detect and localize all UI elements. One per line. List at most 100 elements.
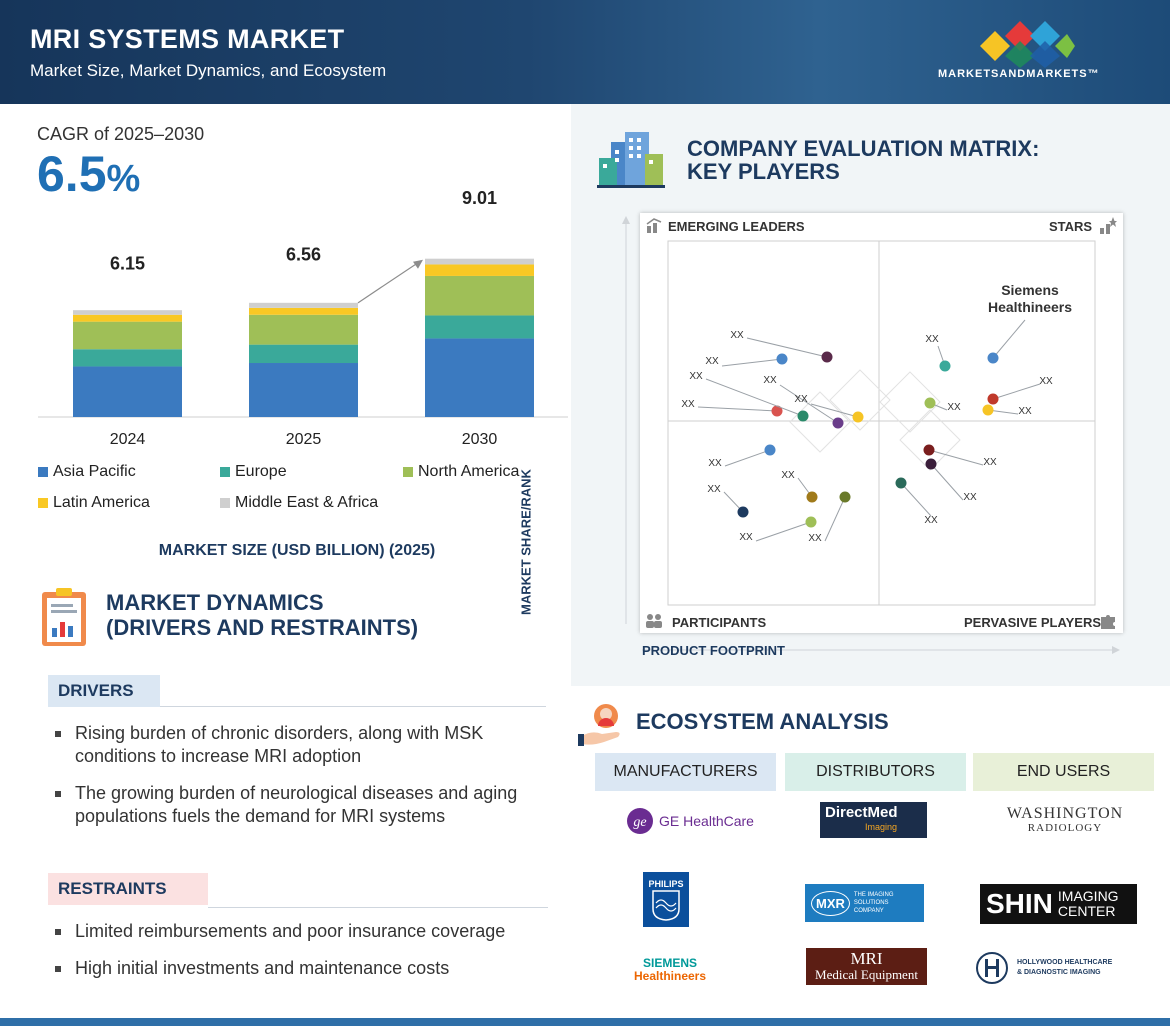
bar-segment-2025-asia-pacific	[249, 363, 358, 417]
matrix-diamond-decoration	[879, 371, 941, 433]
company-point-label: XX	[707, 484, 721, 495]
shin-subtext: IMAGING CENTER	[1058, 889, 1119, 919]
mri-medical-equipment-logo: MRI Medical Equipment	[806, 948, 927, 985]
bar-segment-2030-europe	[425, 315, 534, 339]
hollywood-subtext: & DIAGNOSTIC IMAGING	[1017, 969, 1101, 976]
company-point	[923, 444, 935, 456]
company-point	[821, 351, 833, 363]
market-size-caption: MARKET SIZE (USD BILLION) (2025)	[158, 542, 436, 559]
matrix-leader-line	[755, 521, 812, 542]
bar-segment-2025-north-america	[249, 314, 358, 345]
legend-item: Asia Pacific	[38, 463, 136, 481]
matrix-leader-line	[697, 406, 778, 412]
mxr-subtext: THE IMAGING SOLUTIONS COMPANY	[853, 892, 894, 914]
company-point	[806, 491, 818, 503]
shin-imaging-center-logo: SHIN IMAGING CENTER	[980, 884, 1137, 924]
restraints-list: Limited reimbursements and poor insuranc…	[55, 920, 550, 994]
svg-text:ge: ge	[633, 815, 646, 830]
siemens-text: SIEMENS	[642, 956, 697, 970]
matrix-leader-line	[721, 358, 783, 367]
footer-bar	[0, 1018, 1170, 1026]
company-point-label: XX	[808, 533, 822, 544]
growth-arrow	[357, 260, 422, 304]
cagr-value: 6.5%	[37, 145, 140, 203]
matrix-leader-line	[746, 337, 828, 358]
matrix-leader-line	[724, 449, 771, 467]
company-evaluation-matrix: XX XX XX XX XX XX XX XX XX XX XX XX XX XX XX XX XX XX Siem…	[640, 213, 1123, 633]
ge-healthcare-text: GE HealthCare	[659, 813, 754, 829]
ecosystem-col-end-users: END USERS	[973, 753, 1154, 791]
mxr-text: MXR	[811, 890, 850, 916]
legend-label: Latin America	[53, 494, 150, 511]
company-point-label: XX	[1039, 376, 1053, 387]
matrix-leader-line	[779, 384, 839, 424]
restraints-tag: RESTRAINTS	[48, 873, 208, 905]
company-point-label: XX	[763, 375, 777, 386]
company-point-label: XX	[963, 492, 977, 503]
emerging-leaders-icon	[646, 218, 662, 233]
ge-monogram-icon: ge	[627, 808, 654, 834]
restraints-divider	[208, 907, 548, 908]
company-point	[771, 405, 783, 417]
matrix-leader-line	[900, 482, 932, 517]
legend-swatch	[220, 498, 230, 508]
quadrant-emerging-leaders: EMERGING LEADERS	[668, 219, 805, 234]
matrix-axis-arrows	[622, 216, 1120, 654]
washington-radiology-logo: WASHINGTON RADIOLOGY	[995, 803, 1135, 839]
company-point	[924, 397, 936, 409]
company-point-label: XX	[781, 470, 795, 481]
x-tick-label: 2024	[110, 431, 146, 448]
drivers-tag: DRIVERS	[48, 675, 160, 707]
bar-segment-2024-middle-east-africa	[73, 310, 182, 315]
company-point	[987, 352, 999, 364]
bar-segment-2030-north-america	[425, 275, 534, 316]
medical-equipment-text: Medical Equipment	[815, 966, 918, 982]
company-point	[797, 410, 809, 422]
philips-shield-icon	[652, 889, 680, 921]
legend-item: Latin America	[38, 494, 150, 512]
drivers-list: Rising burden of chronic disorders, alon…	[55, 722, 550, 842]
legend-swatch	[220, 467, 230, 477]
company-point	[737, 506, 749, 518]
matrix-title: COMPANY EVALUATION MATRIX: KEY PLAYERS	[687, 137, 1039, 183]
bar-segment-2024-latin-america	[73, 314, 182, 322]
market-dynamics-title: MARKET DYNAMICS (DRIVERS AND RESTRAINTS)	[106, 590, 418, 640]
puzzle-icon	[1101, 615, 1115, 629]
company-point-label: XX	[681, 399, 695, 410]
matrix-leader-line	[810, 403, 859, 418]
participants-icon	[646, 614, 662, 628]
healthineers-text: Healthineers	[633, 969, 707, 983]
bar-segment-2030-latin-america	[425, 264, 534, 276]
bar-segment-2025-europe	[249, 344, 358, 364]
company-point	[895, 477, 907, 489]
market-dynamics-title-line2: (DRIVERS AND RESTRAINTS)	[106, 615, 419, 640]
restraint-item: High initial investments and maintenance…	[55, 957, 550, 980]
legend-item: Europe	[220, 463, 287, 481]
company-point-label: XX	[794, 394, 808, 405]
washington-text: WASHINGTON	[1006, 805, 1124, 822]
company-point	[839, 491, 851, 503]
ecosystem-title: ECOSYSTEM ANALYSIS	[636, 709, 889, 734]
header-banner: MRI SYSTEMS MARKET Market Size, Market D…	[0, 0, 1170, 104]
drivers-divider	[160, 706, 546, 707]
mri-text: MRI	[850, 948, 883, 968]
matrix-diamond-decoration	[829, 369, 891, 431]
company-point-label: XX	[924, 515, 938, 526]
bar-segment-2030-middle-east-africa	[425, 258, 534, 265]
growth-arrow-head	[413, 259, 423, 269]
bar-total-label: 6.15	[110, 254, 145, 274]
driver-item: The growing burden of neurological disea…	[55, 782, 550, 828]
chart-legend: Asia Pacific Europe North America Latin Ame…	[38, 463, 558, 523]
company-point	[805, 516, 817, 528]
matrix-leader-line	[824, 496, 846, 542]
legend-label: Middle East & Africa	[235, 494, 379, 511]
company-point-label: XX	[947, 402, 961, 413]
matrix-leader-line	[992, 383, 1041, 400]
legend-swatch	[38, 498, 48, 508]
x-tick-label: 2030	[462, 431, 498, 448]
company-point	[982, 404, 994, 416]
ecosystem-hand-icon	[578, 704, 620, 746]
highlight-company-label: Siemens	[1001, 282, 1059, 298]
